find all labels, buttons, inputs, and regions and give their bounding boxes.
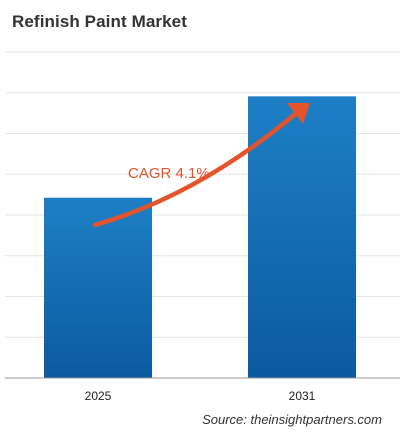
cagr-annotation: CAGR 4.1%	[92, 103, 310, 228]
x-tick-label: 2031	[289, 389, 316, 403]
x-axis: 2025 2031	[5, 377, 400, 403]
source-label: Source: theinsightpartners.com	[202, 412, 382, 427]
cagr-arrowhead	[287, 103, 310, 124]
chart-title: Refinish Paint Market	[12, 12, 187, 31]
bars	[44, 96, 356, 378]
x-tick-label: 2025	[85, 389, 112, 403]
cagr-label: CAGR 4.1%	[128, 165, 210, 182]
cagr-arrow	[92, 107, 303, 228]
bar-2031	[248, 96, 356, 378]
bar-2025	[44, 197, 152, 378]
